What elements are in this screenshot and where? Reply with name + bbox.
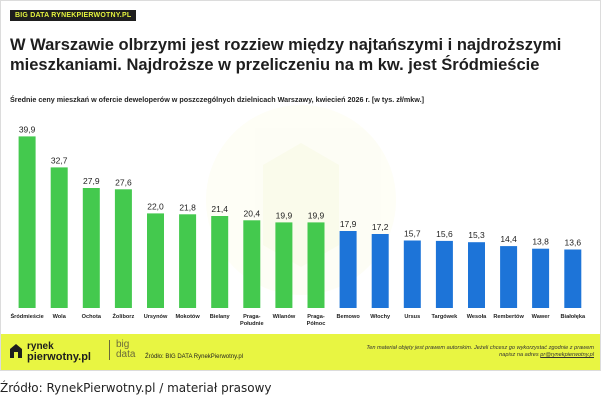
value-label-12: 15,7	[404, 229, 421, 239]
bar-10	[339, 231, 357, 308]
value-label-3: 27,6	[115, 177, 132, 187]
bar-17	[564, 249, 582, 308]
category-label-12: Ursus	[404, 314, 420, 320]
category-label-2: Ochota	[82, 314, 102, 320]
image-caption: Źródło: RynekPierwotny.pl / materiał pra…	[0, 381, 272, 395]
brand-badge: BIG DATA RYNEKPIERWOTNY.PL	[10, 10, 137, 21]
bar-5	[179, 214, 197, 308]
value-label-6: 21,4	[211, 204, 228, 214]
category-label-4: Ursynów	[144, 314, 168, 320]
value-label-9: 19,9	[308, 210, 325, 220]
legal-email-link[interactable]: pr@rynekpierwotny.pl	[540, 352, 594, 358]
bar-2	[82, 188, 100, 308]
category-label-7-line1: Południe	[240, 321, 264, 327]
category-label-9-line1: Północ	[307, 321, 326, 327]
value-label-7: 20,4	[244, 208, 261, 218]
bar-15	[500, 246, 518, 308]
legal-notice: Ten materiał objęty jest prawem autorski…	[364, 345, 594, 359]
watermark	[206, 105, 396, 295]
logo-wordmark: rynek pierwotny.pl	[27, 341, 91, 363]
category-label-9-line0: Praga-	[307, 314, 325, 320]
category-label-11: Włochy	[370, 314, 391, 320]
bar-8	[275, 222, 293, 308]
bar-1	[50, 167, 68, 308]
bar-4	[147, 213, 164, 308]
bar-9	[307, 222, 325, 308]
rynekpierwotny-logo-icon	[10, 344, 22, 358]
bar-12	[403, 240, 421, 308]
value-label-13: 15,6	[436, 229, 453, 239]
value-label-11: 17,2	[372, 222, 389, 232]
bar-3	[114, 189, 132, 308]
bar-0	[18, 136, 36, 308]
bar-6	[211, 216, 229, 308]
value-label-2: 27,9	[83, 176, 100, 186]
value-label-10: 17,9	[340, 219, 357, 229]
value-label-8: 19,9	[276, 210, 293, 220]
category-label-16: Wawer	[532, 314, 551, 320]
bar-14	[468, 242, 485, 308]
value-label-4: 22,0	[147, 201, 164, 211]
category-label-6: Bielany	[210, 314, 231, 320]
category-label-0: Śródmieście	[10, 313, 43, 320]
category-label-13: Targówek	[432, 314, 459, 320]
infographic-card: BIG DATA RYNEKPIERWOTNY.PL W Warszawie o…	[0, 0, 601, 371]
bar-chart: 39,9 Śródmieście 32,7 Wola 27,9 Ochota 27,6 Żol…	[10, 105, 586, 327]
bar-11	[371, 234, 389, 308]
value-label-1: 32,7	[51, 155, 68, 165]
category-label-14: Wesoła	[467, 314, 487, 320]
footer-source: Źródło: BIG DATA RynekPierwotny.pl	[145, 354, 244, 360]
category-label-17: Białołęka	[561, 314, 586, 320]
bigdata-mark: big data	[109, 340, 135, 360]
bar-13	[435, 240, 453, 308]
bigdata-line1: big	[116, 339, 130, 350]
value-label-17: 13,6	[565, 238, 582, 248]
value-label-16: 13,8	[532, 237, 549, 247]
value-label-0: 39,9	[19, 124, 36, 134]
bar-16	[532, 248, 550, 308]
category-label-15: Rembertów	[493, 314, 524, 320]
category-label-3: Żoliborz	[113, 313, 135, 320]
category-label-10: Bemowo	[336, 314, 360, 320]
category-label-8: Wilanów	[273, 314, 296, 320]
chart-subtitle: Średnie ceny mieszkań w ofercie dewelope…	[10, 95, 424, 104]
logo-line2: pierwotny.pl	[27, 351, 91, 363]
bigdata-line2: data	[116, 349, 136, 360]
category-label-1: Wola	[53, 314, 67, 320]
bar-7	[243, 220, 261, 308]
footer-bar: rynek pierwotny.pl big data Źródło: BIG …	[1, 334, 600, 370]
value-label-5: 21,8	[179, 202, 196, 212]
category-label-7-line0: Praga-	[243, 314, 261, 320]
value-label-14: 15,3	[468, 230, 485, 240]
logo-line1: rynek	[27, 341, 54, 352]
category-label-5: Mokotów	[175, 314, 200, 320]
value-label-15: 14,4	[500, 234, 517, 244]
chart-title: W Warszawie olbrzymi jest rozziew między…	[10, 36, 562, 74]
legal-text: Ten materiał objęty jest prawem autorski…	[366, 345, 594, 358]
